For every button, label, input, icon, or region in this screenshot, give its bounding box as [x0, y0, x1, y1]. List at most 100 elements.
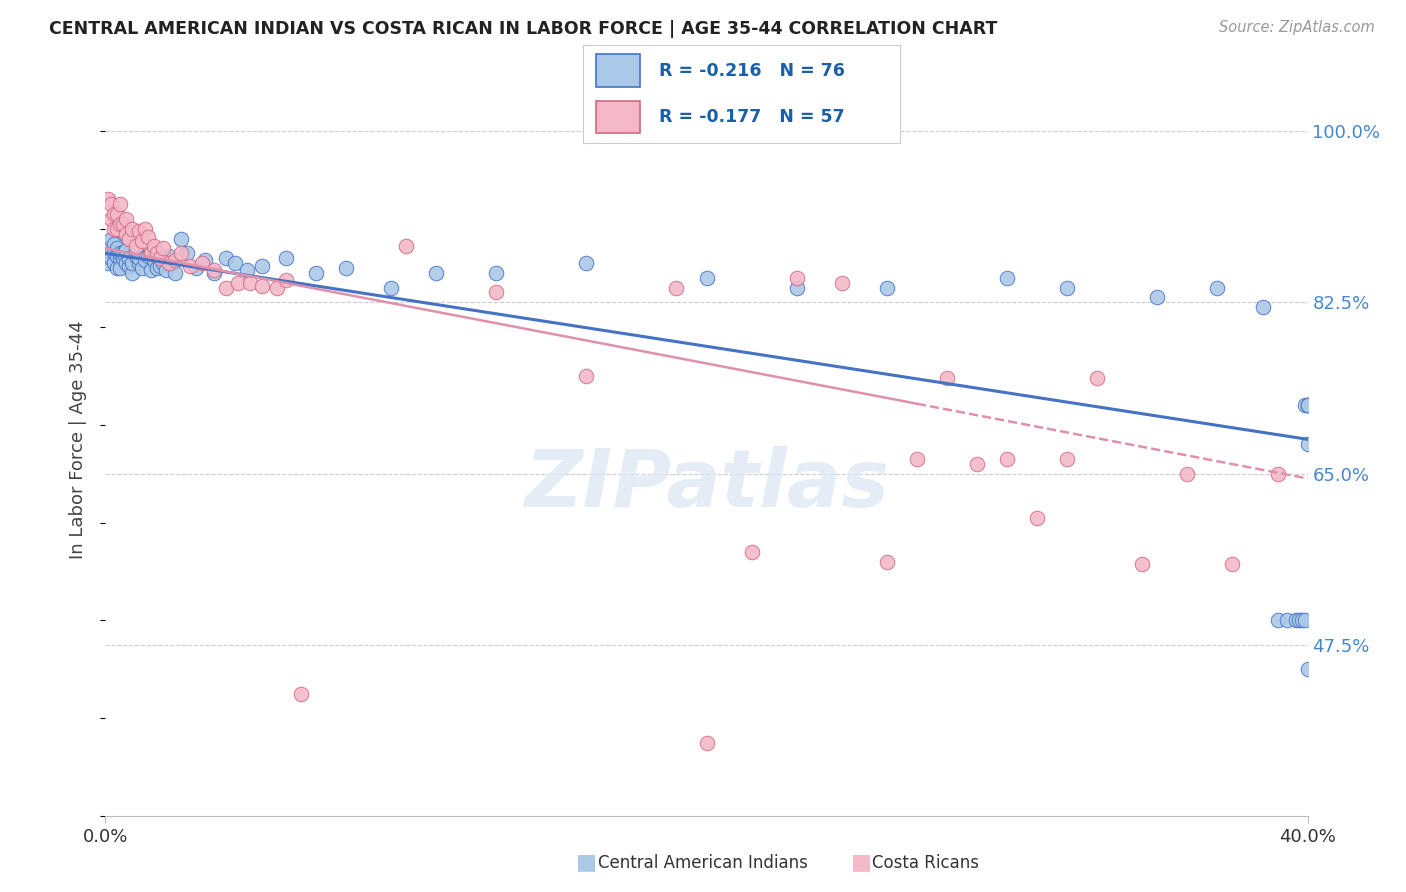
Text: Source: ZipAtlas.com: Source: ZipAtlas.com	[1219, 20, 1375, 35]
Point	[831, 276, 853, 290]
Point	[107, 207, 129, 221]
Point	[274, 273, 297, 287]
Point	[214, 280, 236, 294]
Point	[128, 224, 150, 238]
Point	[169, 246, 191, 260]
Point	[1056, 451, 1078, 466]
Text: R = -0.216   N = 76: R = -0.216 N = 76	[659, 62, 845, 79]
Point	[139, 246, 162, 260]
Point	[224, 256, 246, 270]
Point	[1296, 398, 1319, 412]
Point	[128, 256, 150, 270]
Point	[112, 251, 135, 265]
Point	[110, 251, 132, 265]
Point	[1296, 398, 1319, 412]
Point	[786, 280, 808, 294]
Point	[121, 222, 143, 236]
Point	[176, 246, 198, 260]
Point	[148, 251, 170, 265]
Point	[107, 222, 129, 236]
Text: ■: ■	[576, 853, 598, 872]
Point	[1294, 398, 1316, 412]
Point	[266, 280, 288, 294]
Point	[1296, 398, 1319, 412]
Point	[110, 246, 132, 260]
Text: CENTRAL AMERICAN INDIAN VS COSTA RICAN IN LABOR FORCE | AGE 35-44 CORRELATION CH: CENTRAL AMERICAN INDIAN VS COSTA RICAN I…	[49, 20, 998, 37]
Point	[1056, 280, 1078, 294]
Point	[139, 263, 162, 277]
Point	[936, 370, 959, 384]
Point	[134, 253, 156, 268]
Y-axis label: In Labor Force | Age 35-44: In Labor Force | Age 35-44	[69, 320, 87, 558]
Point	[335, 260, 357, 275]
Bar	[596, 101, 641, 133]
Point	[1284, 614, 1306, 628]
Point	[202, 263, 225, 277]
Point	[139, 246, 162, 260]
Text: Central American Indians: Central American Indians	[598, 855, 807, 872]
Bar	[596, 54, 641, 87]
Point	[1296, 662, 1319, 676]
Point	[1085, 370, 1108, 384]
Point	[110, 197, 132, 211]
Point	[1222, 557, 1244, 571]
Point	[124, 244, 146, 258]
Point	[112, 217, 135, 231]
Point	[1206, 280, 1229, 294]
Point	[1294, 614, 1316, 628]
Point	[305, 266, 328, 280]
Point	[169, 232, 191, 246]
Point	[1175, 467, 1198, 481]
Point	[115, 227, 138, 241]
Point	[235, 263, 257, 277]
Point	[274, 251, 297, 265]
Point	[741, 545, 763, 559]
Point	[485, 266, 508, 280]
Point	[157, 249, 180, 263]
Point	[696, 736, 718, 750]
Point	[97, 256, 120, 270]
Point	[100, 251, 122, 265]
Point	[905, 451, 928, 466]
Point	[786, 270, 808, 285]
Point	[155, 263, 177, 277]
Point	[1288, 614, 1310, 628]
Text: ZIPatlas: ZIPatlas	[524, 445, 889, 524]
Point	[97, 242, 120, 256]
Point	[103, 256, 125, 270]
Point	[97, 193, 120, 207]
Point	[876, 280, 898, 294]
Point	[226, 276, 249, 290]
Point	[131, 260, 153, 275]
Point	[1130, 557, 1153, 571]
Point	[995, 451, 1018, 466]
Point	[696, 270, 718, 285]
Point	[876, 555, 898, 569]
Point	[128, 251, 150, 265]
Point	[290, 687, 312, 701]
Point	[395, 239, 418, 253]
Point	[142, 239, 165, 253]
Point	[124, 249, 146, 263]
Point	[575, 256, 598, 270]
Point	[1291, 614, 1313, 628]
Point	[103, 207, 125, 221]
Point	[966, 457, 988, 471]
Point	[1026, 510, 1049, 524]
Point	[1296, 437, 1319, 451]
Point	[425, 266, 447, 280]
Point	[179, 259, 201, 273]
Point	[250, 259, 273, 273]
Point	[103, 222, 125, 236]
Point	[995, 270, 1018, 285]
Point	[118, 232, 141, 246]
Point	[148, 259, 170, 273]
Point	[1267, 614, 1289, 628]
Point	[103, 246, 125, 260]
Point	[163, 253, 186, 268]
Point	[100, 197, 122, 211]
Point	[107, 242, 129, 256]
Point	[107, 249, 129, 263]
Text: Costa Ricans: Costa Ricans	[872, 855, 979, 872]
Point	[121, 266, 143, 280]
